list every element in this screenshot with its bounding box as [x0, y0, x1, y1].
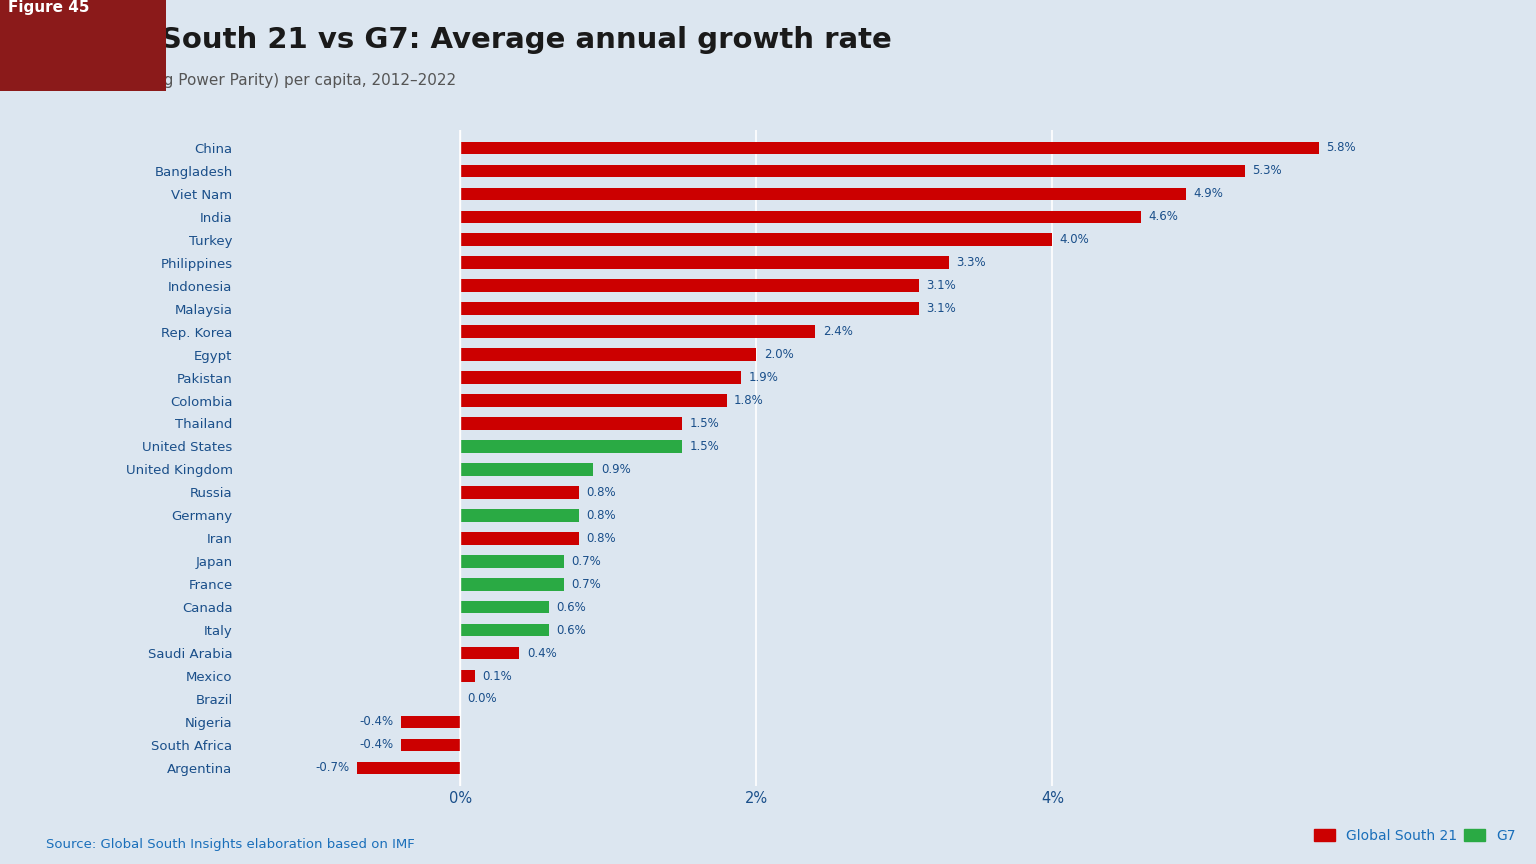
- Text: 0.1%: 0.1%: [482, 670, 511, 683]
- Text: GDP (Purchasing Power Parity) per capita, 2012–2022: GDP (Purchasing Power Parity) per capita…: [46, 73, 456, 88]
- Text: 1.5%: 1.5%: [690, 440, 719, 453]
- Bar: [461, 555, 564, 568]
- Text: 0.6%: 0.6%: [556, 600, 587, 613]
- Text: 0.8%: 0.8%: [587, 509, 616, 522]
- Bar: [461, 670, 475, 683]
- Text: -0.7%: -0.7%: [315, 761, 349, 774]
- Bar: [401, 715, 461, 728]
- Bar: [356, 761, 461, 774]
- Text: Figure 45: Figure 45: [8, 0, 89, 15]
- Bar: [461, 417, 682, 429]
- Text: 4.9%: 4.9%: [1193, 187, 1223, 200]
- Text: -0.4%: -0.4%: [359, 739, 393, 752]
- Text: 0.7%: 0.7%: [571, 578, 601, 591]
- Text: Global South 21 vs G7: Average annual growth rate: Global South 21 vs G7: Average annual gr…: [46, 26, 892, 54]
- Bar: [461, 509, 579, 522]
- Bar: [461, 624, 548, 637]
- Text: 2.0%: 2.0%: [763, 348, 794, 361]
- Text: 0.4%: 0.4%: [527, 646, 556, 659]
- Text: 0.8%: 0.8%: [587, 486, 616, 499]
- Bar: [401, 739, 461, 751]
- Bar: [461, 211, 1141, 223]
- Bar: [461, 440, 682, 453]
- Text: 3.1%: 3.1%: [926, 279, 957, 292]
- Text: 1.5%: 1.5%: [690, 417, 719, 430]
- Bar: [461, 165, 1244, 177]
- Bar: [461, 233, 1052, 246]
- Text: 2.4%: 2.4%: [823, 325, 852, 338]
- Text: 4.6%: 4.6%: [1149, 210, 1178, 224]
- Bar: [461, 647, 519, 659]
- Text: 5.3%: 5.3%: [1252, 164, 1283, 177]
- Legend: Global South 21, G7: Global South 21, G7: [1309, 823, 1521, 848]
- Bar: [461, 142, 1319, 155]
- Text: 0.8%: 0.8%: [587, 531, 616, 545]
- Text: 4.0%: 4.0%: [1060, 233, 1089, 246]
- Text: 1.9%: 1.9%: [750, 371, 779, 384]
- Bar: [461, 394, 727, 407]
- Bar: [461, 578, 564, 590]
- Text: 3.3%: 3.3%: [955, 257, 986, 270]
- Bar: [461, 257, 949, 269]
- Text: 0.9%: 0.9%: [601, 463, 631, 476]
- Bar: [461, 372, 742, 384]
- Bar: [461, 486, 579, 499]
- Text: -0.4%: -0.4%: [359, 715, 393, 728]
- Bar: [461, 326, 816, 338]
- Text: 0.7%: 0.7%: [571, 555, 601, 568]
- Bar: [461, 302, 919, 315]
- Bar: [461, 187, 1186, 200]
- Text: 3.1%: 3.1%: [926, 302, 957, 315]
- Text: 1.8%: 1.8%: [734, 394, 763, 407]
- Text: 5.8%: 5.8%: [1326, 142, 1356, 155]
- Bar: [461, 463, 593, 476]
- Text: 0.6%: 0.6%: [556, 624, 587, 637]
- Bar: [461, 348, 756, 361]
- Bar: [461, 600, 548, 613]
- Bar: [461, 279, 919, 292]
- Text: 0.0%: 0.0%: [467, 692, 498, 706]
- Bar: [461, 532, 579, 544]
- Text: Source: Global South Insights elaboration based on IMF: Source: Global South Insights elaboratio…: [46, 838, 415, 851]
